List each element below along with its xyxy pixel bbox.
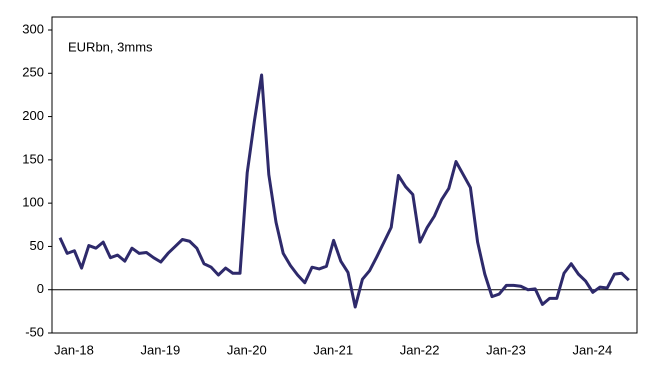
y-tick-label: -50 <box>25 324 44 339</box>
y-tick-label: 250 <box>22 65 44 80</box>
x-tick-label: Jan-23 <box>486 342 526 357</box>
x-tick-label: Jan-18 <box>54 342 94 357</box>
y-tick-label: 300 <box>22 21 44 36</box>
y-tick-label: 200 <box>22 108 44 123</box>
x-tick-label: Jan-22 <box>400 342 440 357</box>
y-tick-label: 0 <box>37 281 44 296</box>
y-tick-label: 50 <box>30 238 44 253</box>
y-tick-label: 150 <box>22 151 44 166</box>
y-tick-label: 100 <box>22 195 44 210</box>
x-tick-label: Jan-24 <box>573 342 613 357</box>
annotation: EURbn, 3mms <box>68 39 153 54</box>
line-series <box>58 73 630 309</box>
x-tick-label: Jan-20 <box>227 342 267 357</box>
x-tick-label: Jan-21 <box>313 342 353 357</box>
plot-frame <box>51 16 638 334</box>
x-tick-label: Jan-19 <box>141 342 181 357</box>
